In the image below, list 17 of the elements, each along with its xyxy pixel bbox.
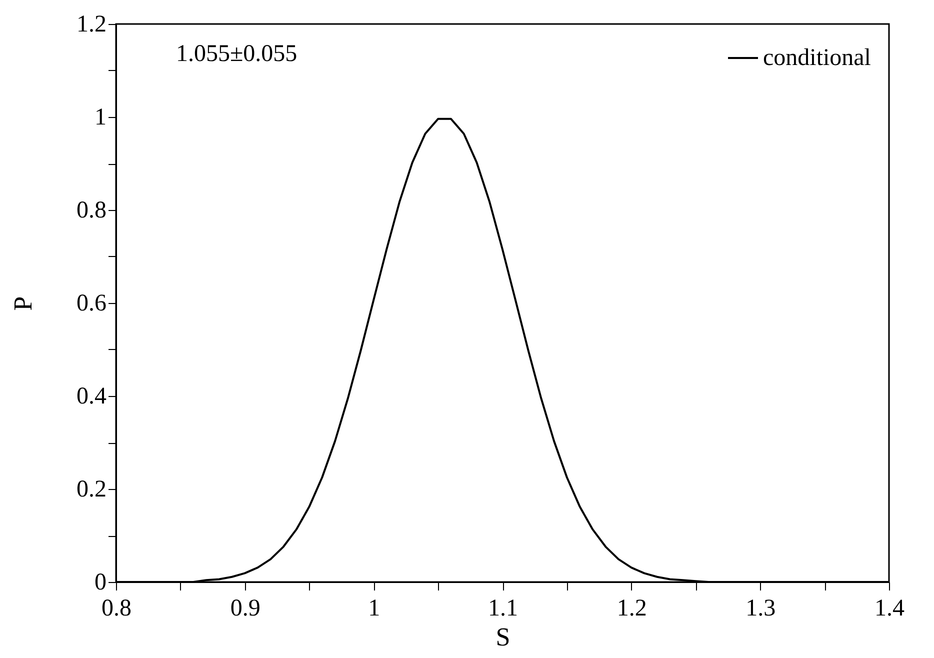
y-tick-label: 1.2 [76,12,106,38]
y-tick-label: 0.4 [76,384,106,410]
annotation: 1.055±0.055 [176,41,298,67]
y-tick-label: 0.6 [76,290,106,316]
x-tick-label: 1.2 [616,596,647,622]
y-tick-label: 0.8 [76,198,106,224]
y-tick-label: 1 [94,104,106,130]
x-tick-label: 1.3 [746,596,776,622]
y-axis-title: P [8,296,38,311]
x-axis-title: S [496,622,510,652]
x-tick-label: 1.4 [874,596,904,622]
legend-label: conditional [763,45,872,71]
x-tick-label: 0.9 [230,596,260,622]
x-tick-label: 1.1 [488,596,518,622]
x-tick-label: 1 [368,596,380,622]
y-tick-label: 0 [94,570,106,596]
y-tick-label: 0.2 [76,476,106,502]
